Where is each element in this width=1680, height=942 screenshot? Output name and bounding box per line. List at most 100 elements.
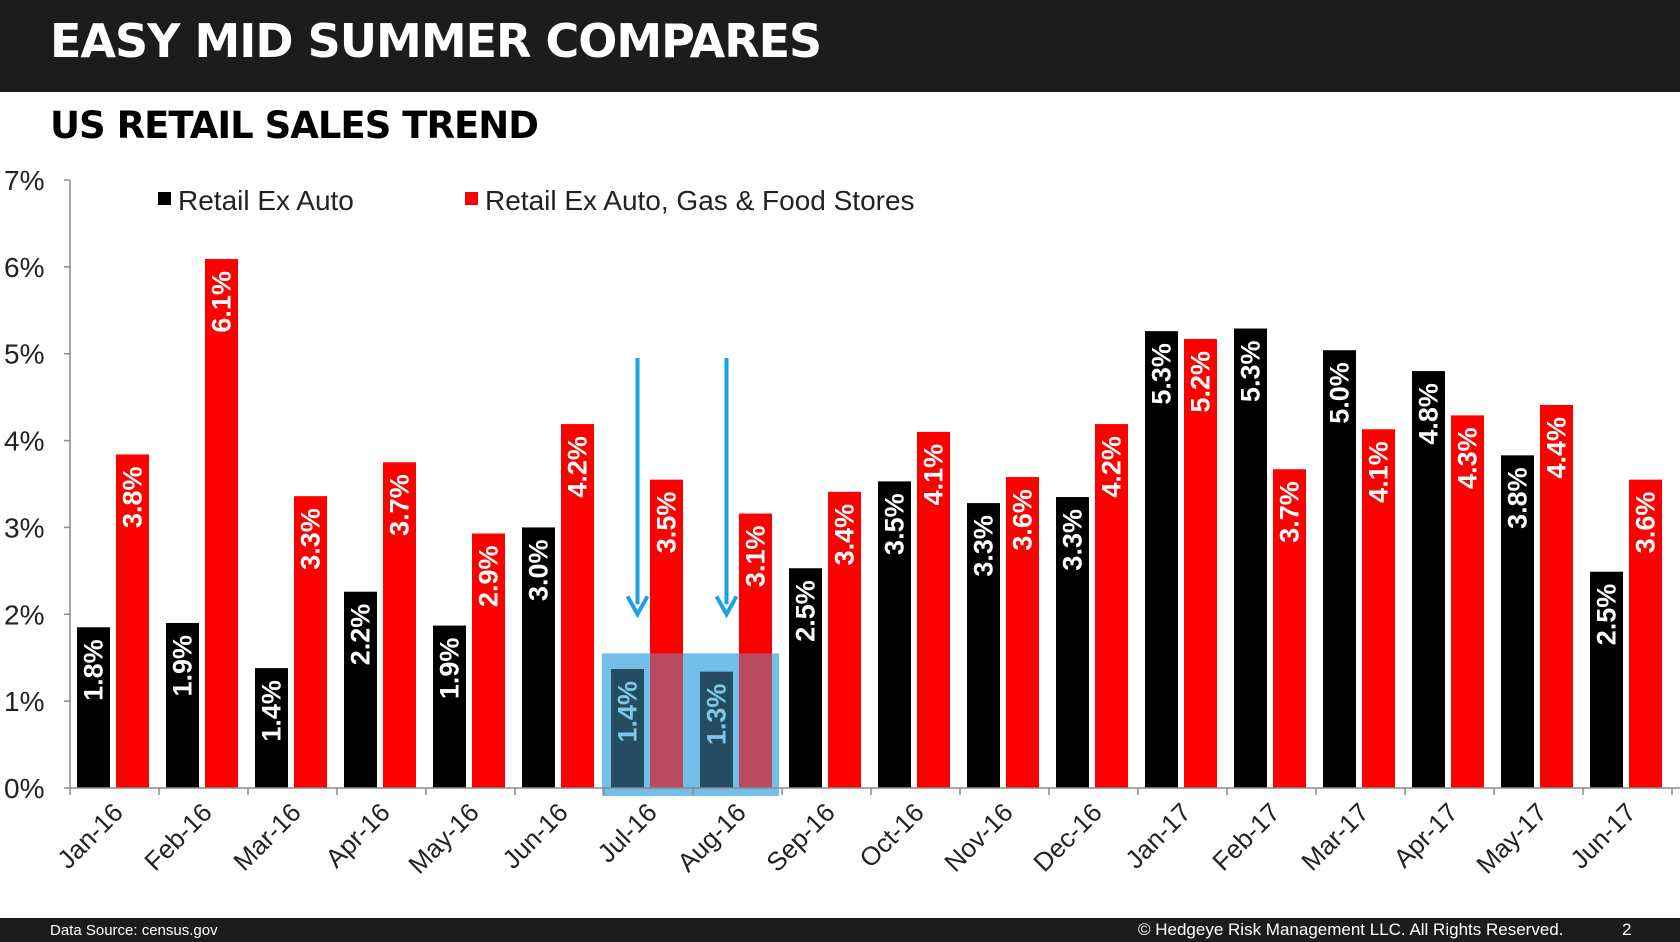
x-axis: Jan-16 Feb-16 Mar-16 Apr-16 May-16 Jun-16 Jul-… <box>51 787 1680 880</box>
data-label: 2.2% <box>346 604 376 666</box>
data-label: 2.5% <box>791 580 821 642</box>
bar-retail-ex-auto <box>166 622 199 788</box>
bar-retail-ex-auto-gas-food <box>1629 479 1662 788</box>
data-label: 4.3% <box>1453 427 1483 489</box>
highlight-overlay <box>602 653 779 796</box>
annotation-arrows <box>625 358 739 619</box>
bar-retail-ex-auto-gas-food <box>1184 338 1217 788</box>
bar-retail-ex-auto-gas-food <box>561 424 594 788</box>
data-label: 1.4% <box>613 681 643 743</box>
retail-sales-chart: 0% 1% 2% 3% 4% 5% 6% 7% 1.8% 1.9% 1.4% 2.2% 1.9% 3.0… <box>4 165 1680 880</box>
bar-retail-ex-auto-gas-food <box>205 259 238 788</box>
data-label: 3.8% <box>1503 467 1533 529</box>
legend-retail-ex-auto-gas-food-swatch <box>465 192 478 205</box>
data-label: 5.2% <box>1186 351 1216 413</box>
data-label: 3.5% <box>652 492 682 554</box>
x-tick-label: Oct-16 <box>853 797 929 873</box>
data-label: 3.8% <box>118 466 148 528</box>
x-tick-label: Sep-16 <box>760 797 840 877</box>
data-label: 3.3% <box>296 508 326 570</box>
bar-retail-ex-auto-gas-food <box>1362 429 1395 788</box>
x-tick-label: Dec-16 <box>1027 797 1107 877</box>
bar-retail-ex-auto <box>878 481 911 788</box>
title-bar: EASY MID SUMMER COMPARES <box>0 0 1680 92</box>
bar-retail-ex-auto <box>1145 331 1178 788</box>
bar-retail-ex-auto-gas-food <box>917 431 950 788</box>
x-tick-label: Aug-16 <box>671 797 751 877</box>
bar-retail-ex-auto-gas-food <box>1095 424 1128 788</box>
x-tick-label: May-17 <box>1470 797 1553 880</box>
y-tick-label: 5% <box>4 339 44 370</box>
data-label: 3.7% <box>1275 481 1305 543</box>
bar-retail-ex-auto-gas-food <box>1540 404 1573 788</box>
copyright: © Hedgeye Risk Management LLC. All Right… <box>1138 920 1564 939</box>
page-title: EASY MID SUMMER COMPARES <box>50 14 822 68</box>
bar-retail-ex-auto <box>700 671 733 788</box>
x-tick-label: Jan-16 <box>51 797 128 874</box>
arrow-head-icon <box>714 595 739 619</box>
x-tick-label: Feb-17 <box>1206 797 1285 876</box>
arrow-head-icon <box>625 595 650 619</box>
x-tick-label: Nov-16 <box>938 797 1018 877</box>
data-label: 3.6% <box>1008 489 1038 551</box>
legend-retail-ex-auto-label: Retail Ex Auto <box>178 185 354 216</box>
data-label: 5.3% <box>1236 341 1266 403</box>
bar-retail-ex-auto <box>1501 455 1534 788</box>
data-labels: 1.8% 1.9% 1.4% 2.2% 1.9% 3.0% 1.4% 1.3% 2.5% 3.5%… <box>79 271 1661 745</box>
data-label: 4.2% <box>563 436 593 498</box>
data-label: 5.0% <box>1325 362 1355 424</box>
bar-retail-ex-auto <box>789 568 822 788</box>
bar-retail-ex-auto <box>1590 571 1623 788</box>
data-source: Data Source: census.gov <box>50 922 218 939</box>
bars <box>77 259 1662 788</box>
y-tick-label: 3% <box>4 512 44 543</box>
x-tick-label: Jun-17 <box>1564 797 1641 874</box>
data-label: 3.1% <box>741 526 771 588</box>
bar-retail-ex-auto-gas-food <box>1451 415 1484 788</box>
data-label: 1.9% <box>168 635 198 697</box>
bar-retail-ex-auto <box>77 627 110 788</box>
data-label: 2.9% <box>474 546 504 608</box>
bar-retail-ex-auto <box>522 527 555 788</box>
bar-retail-ex-auto-gas-food <box>739 513 772 788</box>
bar-retail-ex-auto <box>1234 328 1267 788</box>
x-tick-label: May-16 <box>402 797 485 880</box>
legend-retail-ex-auto-swatch <box>158 192 171 205</box>
data-label: 3.0% <box>524 539 554 601</box>
x-tick-label: Mar-16 <box>227 797 306 876</box>
data-label: 2.5% <box>1592 584 1622 646</box>
data-label: 6.1% <box>207 271 237 333</box>
y-tick-label: 1% <box>4 686 44 717</box>
bar-retail-ex-auto-gas-food <box>294 496 327 788</box>
x-tick-label: Jan-17 <box>1119 797 1196 874</box>
x-tick-label: Jul-16 <box>591 797 662 868</box>
data-label: 3.3% <box>1058 509 1088 571</box>
x-tick-label: Jun-16 <box>496 797 573 874</box>
data-label: 1.4% <box>257 680 287 742</box>
y-tick-label: 4% <box>4 426 44 457</box>
highlight-overlay-box <box>602 653 779 796</box>
bar-retail-ex-auto-gas-food <box>472 533 505 788</box>
data-label: 4.2% <box>1097 436 1127 498</box>
bar-retail-ex-auto <box>967 503 1000 788</box>
data-label: 1.9% <box>435 638 465 700</box>
data-label: 3.7% <box>385 474 415 536</box>
data-label: 3.5% <box>880 493 910 555</box>
x-tick-label: Mar-17 <box>1295 797 1374 876</box>
x-tick-label: Apr-17 <box>1387 797 1463 873</box>
bar-retail-ex-auto-gas-food <box>1006 477 1039 788</box>
bar-retail-ex-auto-gas-food <box>828 491 861 788</box>
legend: Retail Ex Auto Retail Ex Auto, Gas & Food… <box>158 185 915 216</box>
data-label: 1.8% <box>79 639 109 701</box>
y-tick-label: 2% <box>4 599 44 630</box>
bar-retail-ex-auto-gas-food <box>383 462 416 788</box>
page-number: 2 <box>1622 920 1632 939</box>
x-tick-label: Feb-16 <box>138 797 217 876</box>
bar-retail-ex-auto <box>611 669 644 788</box>
bar-retail-ex-auto-gas-food <box>116 454 149 788</box>
bar-retail-ex-auto-gas-food <box>650 479 683 788</box>
y-tick-label: 0% <box>4 773 44 804</box>
data-label: 3.4% <box>830 504 860 566</box>
data-label: 3.6% <box>1631 492 1661 554</box>
bar-retail-ex-auto <box>1412 371 1445 788</box>
